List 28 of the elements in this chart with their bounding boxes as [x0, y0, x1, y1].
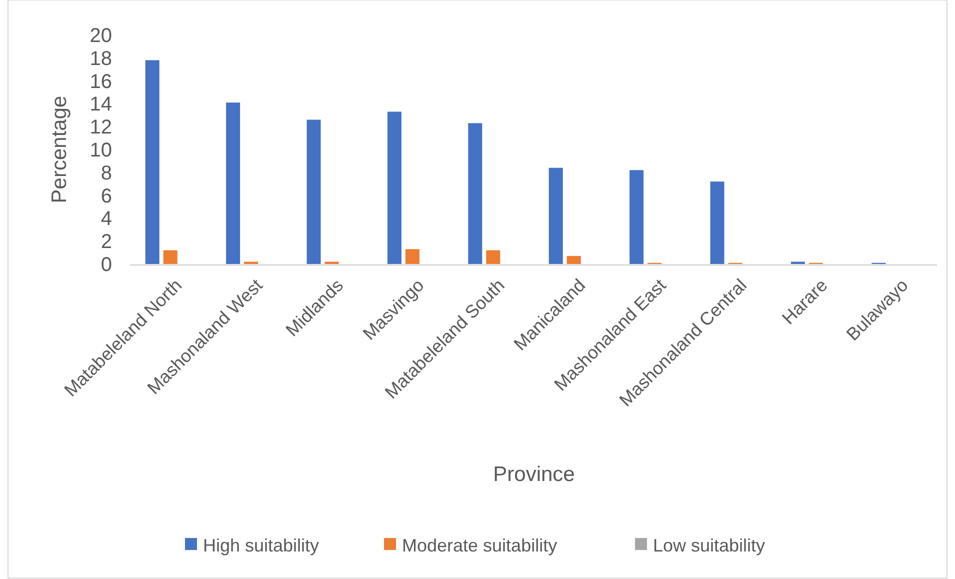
bar [548, 168, 563, 264]
y-tick-label: 10 [90, 140, 112, 162]
y-tick-label: 0 [100, 254, 112, 276]
y-tick-label: 4 [100, 208, 112, 230]
y-tick-label: 16 [90, 70, 112, 93]
legend-label: Moderate suitability [402, 535, 558, 556]
y-tick-label: 12 [90, 116, 112, 139]
bar [566, 256, 581, 264]
legend-label: High suitability [203, 535, 320, 556]
x-axis-title: Province [493, 463, 575, 486]
legend-label: Low suitability [653, 535, 766, 556]
bar [226, 102, 240, 264]
y-tick-label: 20 [90, 25, 112, 47]
bar [163, 250, 178, 264]
y-tick-label: 18 [90, 48, 112, 70]
y-tick-label: 2 [100, 231, 112, 254]
y-tick-label: 14 [90, 94, 112, 116]
bar [468, 123, 482, 264]
bar [710, 182, 724, 264]
bar [145, 60, 160, 264]
y-tick-label: 8 [100, 162, 112, 184]
bar [630, 170, 644, 264]
bar [486, 250, 500, 264]
y-tick-label: 6 [100, 185, 112, 208]
bar [306, 120, 321, 264]
bar [387, 112, 402, 264]
y-axis-title: Percentage [48, 96, 71, 204]
bar [405, 249, 420, 264]
